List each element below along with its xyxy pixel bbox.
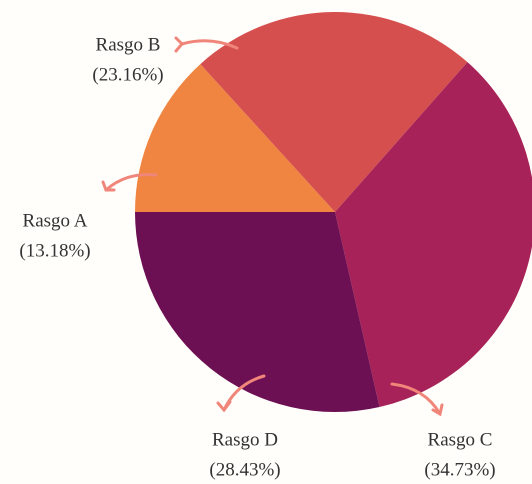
- pie-slice: [335, 62, 532, 407]
- arrow-head: [174, 36, 185, 53]
- pie-slice: [135, 212, 380, 412]
- arrow-head: [216, 400, 232, 413]
- arrows: [101, 36, 444, 417]
- arrow: [104, 173, 158, 192]
- slice-label: Rasgo C: [428, 429, 493, 450]
- slice-value-label: (34.73%): [424, 459, 495, 480]
- slice-label: Rasgo A: [23, 210, 88, 231]
- slice-value-label: (28.43%): [209, 459, 280, 480]
- pie-slice: [135, 64, 335, 213]
- slice-label: Rasgo D: [212, 429, 278, 450]
- slice-value-label: (23.16%): [92, 64, 163, 85]
- arrow-head: [101, 180, 116, 192]
- slice-label: Rasgo B: [96, 34, 161, 55]
- slice-value-label: (13.18%): [19, 240, 90, 261]
- pie: [135, 11, 532, 412]
- arrow-head: [431, 403, 444, 417]
- pie-slice: [200, 11, 468, 213]
- arrow: [180, 39, 239, 50]
- arrow: [390, 382, 442, 416]
